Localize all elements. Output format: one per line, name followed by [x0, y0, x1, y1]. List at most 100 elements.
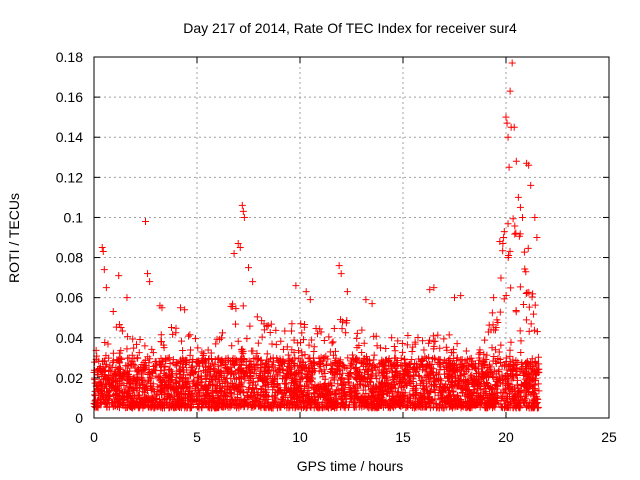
- data-point: [205, 366, 213, 374]
- data-point: [500, 295, 508, 303]
- data-point: [344, 354, 352, 362]
- data-point: [463, 390, 471, 398]
- y-tick-label: 0.04: [56, 330, 83, 346]
- data-point: [531, 301, 539, 309]
- data-point: [501, 404, 509, 412]
- data-point: [308, 362, 316, 370]
- data-point: [132, 395, 140, 403]
- x-tick-label: 20: [498, 429, 514, 445]
- data-point: [123, 403, 131, 411]
- data-point: [452, 394, 460, 402]
- data-point: [267, 320, 275, 328]
- data-point: [239, 302, 247, 310]
- data-point: [260, 320, 268, 328]
- data-point: [483, 351, 491, 359]
- data-point: [276, 369, 284, 377]
- data-point: [435, 355, 443, 363]
- data-point: [237, 368, 245, 376]
- data-point: [408, 356, 416, 364]
- data-point: [428, 368, 436, 376]
- data-point: [191, 335, 199, 343]
- data-point: [467, 354, 475, 362]
- data-point: [193, 380, 201, 388]
- data-point: [382, 361, 390, 369]
- data-point: [210, 395, 218, 403]
- data-point: [383, 390, 391, 398]
- data-point: [290, 370, 298, 378]
- data-point: [356, 380, 364, 388]
- data-point: [130, 344, 138, 352]
- data-point: [309, 366, 317, 374]
- data-point: [493, 316, 501, 324]
- data-point: [230, 361, 238, 369]
- data-point: [449, 378, 457, 386]
- data-point: [425, 339, 433, 347]
- data-point: [332, 391, 340, 399]
- data-point: [119, 376, 127, 384]
- data-point: [378, 379, 386, 387]
- data-point: [166, 359, 174, 367]
- data-point: [249, 278, 257, 286]
- data-point: [251, 402, 259, 410]
- data-point: [400, 355, 408, 363]
- data-point: [305, 341, 313, 349]
- data-point: [500, 233, 508, 241]
- data-point: [530, 310, 538, 318]
- data-point: [110, 369, 118, 377]
- data-point: [348, 393, 356, 401]
- data-point: [455, 382, 463, 390]
- data-point: [363, 361, 371, 369]
- data-point: [202, 385, 210, 393]
- data-point: [131, 362, 139, 370]
- data-point: [449, 387, 457, 395]
- y-tick-label: 0.1: [64, 209, 84, 225]
- data-point: [125, 373, 133, 381]
- data-point: [119, 400, 127, 408]
- data-point: [306, 397, 314, 405]
- data-point: [470, 383, 478, 391]
- data-point: [492, 357, 500, 365]
- data-point: [152, 395, 160, 403]
- data-point: [303, 371, 311, 379]
- data-point: [345, 403, 353, 411]
- data-point: [254, 339, 262, 347]
- data-point: [473, 401, 481, 409]
- data-point: [394, 361, 402, 369]
- data-point: [519, 398, 527, 406]
- data-point: [227, 389, 235, 397]
- data-point: [172, 329, 180, 337]
- data-point: [442, 403, 450, 411]
- data-point: [140, 358, 148, 366]
- data-point: [190, 376, 198, 384]
- data-point: [411, 338, 419, 346]
- data-point: [238, 356, 246, 364]
- data-point: [359, 362, 367, 370]
- data-point: [327, 379, 335, 387]
- data-point: [375, 366, 383, 374]
- data-point: [221, 392, 229, 400]
- data-point: [522, 316, 530, 324]
- data-point: [410, 404, 418, 412]
- data-point: [168, 367, 176, 375]
- data-point: [91, 376, 99, 384]
- data-point: [528, 376, 536, 384]
- data-point: [111, 402, 119, 410]
- data-point: [164, 385, 172, 393]
- data-point: [224, 368, 232, 376]
- data-point: [436, 396, 444, 404]
- data-point: [484, 373, 492, 381]
- data-point: [108, 399, 116, 407]
- data-point: [345, 379, 353, 387]
- data-point: [253, 349, 261, 357]
- data-point: [512, 308, 520, 316]
- data-point: [263, 350, 271, 358]
- data-point: [300, 364, 308, 372]
- data-point: [476, 356, 484, 364]
- data-point: [517, 337, 525, 345]
- data-point: [160, 341, 168, 349]
- data-point: [518, 213, 526, 221]
- data-point: [199, 366, 207, 374]
- data-point: [453, 340, 461, 348]
- data-point: [273, 380, 281, 388]
- data-point: [118, 388, 126, 396]
